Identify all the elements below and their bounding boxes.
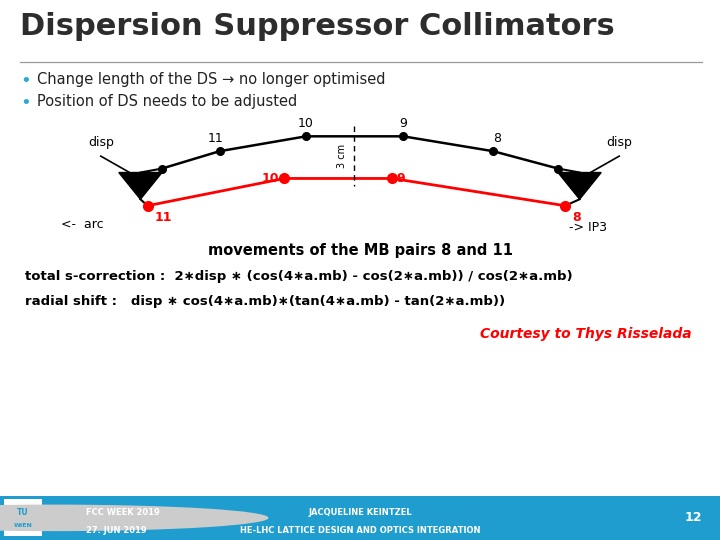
Text: FCC WEEK 2019: FCC WEEK 2019 (86, 508, 160, 517)
Text: WIEN: WIEN (14, 523, 32, 528)
Text: 27. JUN 2019: 27. JUN 2019 (86, 526, 147, 535)
Text: Courtesy to Thys Risselada: Courtesy to Thys Risselada (480, 327, 691, 341)
Text: movements of the MB pairs 8 and 11: movements of the MB pairs 8 and 11 (207, 243, 513, 258)
Text: •: • (20, 94, 31, 112)
Text: disp: disp (606, 136, 632, 148)
Circle shape (0, 504, 269, 531)
Text: JACQUELINE KEINTZEL: JACQUELINE KEINTZEL (308, 508, 412, 517)
Text: 8: 8 (492, 132, 501, 145)
Text: 11: 11 (155, 211, 172, 224)
Text: 11: 11 (208, 132, 224, 145)
FancyBboxPatch shape (4, 500, 42, 536)
Text: 9: 9 (400, 117, 407, 130)
Text: 10: 10 (298, 117, 314, 130)
Text: -> IP3: -> IP3 (569, 221, 607, 234)
Text: disp: disp (88, 136, 114, 148)
Text: <-  arc: <- arc (61, 218, 104, 231)
Text: 9: 9 (397, 172, 405, 185)
Text: 10: 10 (261, 172, 279, 185)
Text: HE-LHC LATTICE DESIGN AND OPTICS INTEGRATION: HE-LHC LATTICE DESIGN AND OPTICS INTEGRA… (240, 526, 480, 535)
Text: 3 cm: 3 cm (337, 144, 347, 168)
Text: Change length of the DS → no longer optimised: Change length of the DS → no longer opti… (37, 72, 386, 87)
Polygon shape (558, 172, 601, 199)
Polygon shape (119, 172, 162, 199)
Text: •: • (20, 72, 31, 90)
Text: total s-correction :  2∗disp ∗ (cos(4∗a.mb) - cos(2∗a.mb)) / cos(2∗a.mb): total s-correction : 2∗disp ∗ (cos(4∗a.m… (25, 270, 573, 283)
Text: TU: TU (17, 508, 29, 517)
Text: 8: 8 (572, 211, 581, 224)
Text: radial shift :   disp ∗ cos(4∗a.mb)∗(tan(4∗a.mb) - tan(2∗a.mb)): radial shift : disp ∗ cos(4∗a.mb)∗(tan(4… (25, 295, 505, 308)
Text: 12: 12 (685, 511, 702, 524)
Text: Position of DS needs to be adjusted: Position of DS needs to be adjusted (37, 94, 297, 109)
Text: Dispersion Suppressor Collimators: Dispersion Suppressor Collimators (20, 12, 615, 42)
